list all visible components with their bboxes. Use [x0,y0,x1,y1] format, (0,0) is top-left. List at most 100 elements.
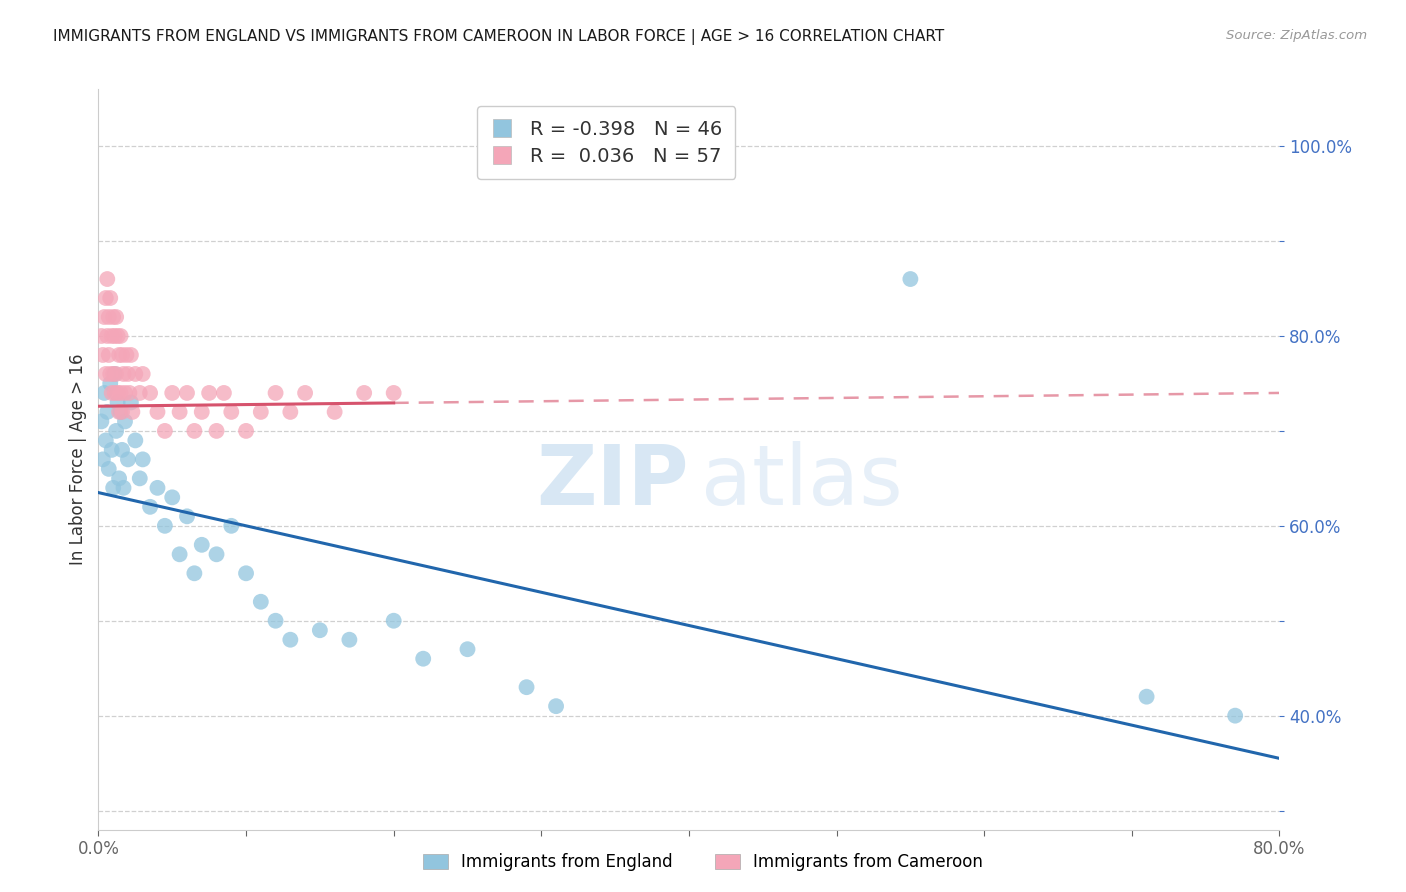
Text: ZIP: ZIP [537,441,689,522]
Point [264,614,287,628]
Point [146,405,169,419]
Point [94,367,117,381]
Point [90,329,112,343]
Point [114,414,136,428]
Point [104,329,127,343]
Point [103,481,125,495]
Point [153,518,176,533]
Point [132,367,155,381]
Point [117,452,139,467]
Point [183,424,205,438]
Point [118,386,141,401]
Point [104,386,127,401]
Point [382,386,405,401]
Point [124,367,146,381]
Point [105,367,128,381]
Point [382,614,405,628]
Point [221,405,243,419]
Point [96,329,118,343]
Point [457,642,479,657]
Point [900,272,922,286]
Point [96,405,118,419]
Point [235,424,257,438]
Point [162,386,183,401]
Point [100,386,122,401]
Point [235,566,257,581]
Point [153,424,176,438]
Point [121,405,143,419]
Point [98,376,121,391]
Point [191,538,214,552]
Point [108,348,131,362]
Point [132,452,155,467]
Point [97,310,120,324]
Point [105,310,128,324]
Point [205,547,228,561]
Point [112,367,135,381]
Point [124,434,146,448]
Point [100,329,122,343]
Point [110,405,132,419]
Legend: R = -0.398   N = 46, R =  0.036   N = 57: R = -0.398 N = 46, R = 0.036 N = 57 [477,106,735,179]
Point [115,348,138,362]
Point [98,291,121,305]
Point [176,509,198,524]
Point [107,395,129,409]
Text: Source: ZipAtlas.com: Source: ZipAtlas.com [1226,29,1367,43]
Point [105,424,128,438]
Text: IMMIGRANTS FROM ENGLAND VS IMMIGRANTS FROM CAMEROON IN LABOR FORCE | AGE > 16 CO: IMMIGRANTS FROM ENGLAND VS IMMIGRANTS FR… [53,29,945,45]
Point [120,348,142,362]
Point [100,442,122,457]
Point [103,310,125,324]
Point [93,386,115,401]
Point [212,386,235,401]
Point [103,367,125,381]
Point [128,386,150,401]
Point [221,518,243,533]
Point [339,632,361,647]
Point [128,471,150,485]
Point [112,481,135,495]
Point [264,386,287,401]
Point [96,272,118,286]
Point [1225,708,1247,723]
Text: atlas: atlas [700,441,903,522]
Point [162,491,183,505]
Point [309,624,332,638]
Point [107,386,129,401]
Point [280,405,302,419]
Point [94,434,117,448]
Point [205,424,228,438]
Point [91,452,114,467]
Point [169,405,191,419]
Point [120,395,142,409]
Point [516,680,538,694]
Point [139,386,162,401]
Point [110,329,132,343]
Point [91,348,114,362]
Point [90,414,112,428]
Point [111,405,134,419]
Point [107,329,129,343]
Point [108,405,131,419]
Point [94,291,117,305]
Point [198,386,221,401]
Point [108,471,131,485]
Point [117,367,139,381]
Point [104,367,127,381]
Point [97,462,120,476]
Point [93,310,115,324]
Point [250,595,273,609]
Point [139,500,162,514]
Point [280,632,302,647]
Point [191,405,214,419]
Point [111,442,134,457]
Point [97,348,120,362]
Point [169,547,191,561]
Point [98,367,121,381]
Point [1136,690,1159,704]
Point [176,386,198,401]
Point [110,386,132,401]
Point [250,405,273,419]
Legend: Immigrants from England, Immigrants from Cameroon: Immigrants from England, Immigrants from… [415,845,991,880]
